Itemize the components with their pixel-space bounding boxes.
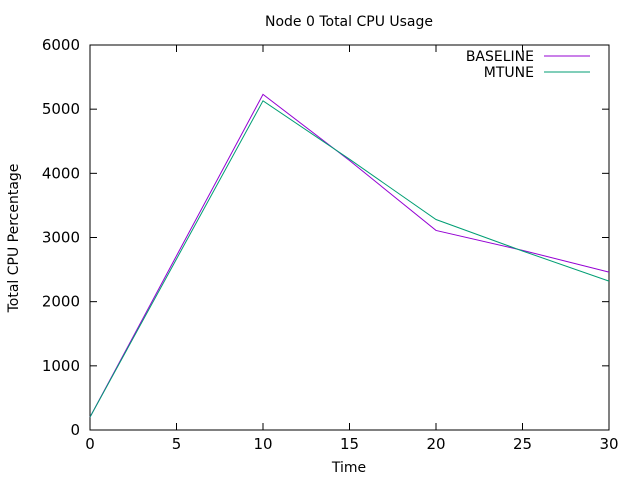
x-tick-label: 0 — [85, 435, 95, 453]
y-tick-label: 6000 — [42, 36, 80, 54]
series-line-mtune — [89, 100, 610, 418]
y-tick-label: 5000 — [42, 100, 80, 118]
plot-area — [89, 44, 610, 431]
legend-label: MTUNE — [484, 65, 534, 81]
y-tick-label: 0 — [70, 421, 80, 439]
x-tick-label: 25 — [513, 435, 532, 453]
y-axis-label: Total CPU Percentage — [6, 164, 22, 314]
x-tick-label: 15 — [340, 435, 359, 453]
x-tick-label: 30 — [599, 435, 618, 453]
axis-ticks: 0 5 10 15 20 25 30 0 1000 2000 3000 4000 5000 6000 — [42, 36, 619, 453]
series-line-baseline — [89, 93, 610, 418]
x-tick-label: 10 — [253, 435, 272, 453]
x-axis-label: Time — [331, 460, 366, 476]
x-tick-label: 20 — [426, 435, 445, 453]
y-tick-label: 3000 — [42, 229, 80, 247]
chart-title: Node 0 Total CPU Usage — [265, 14, 433, 30]
y-tick-label: 4000 — [42, 164, 80, 182]
series-lines — [89, 93, 610, 418]
plot-frame — [89, 44, 610, 431]
x-tick-label: 5 — [172, 435, 182, 453]
legend-label: BASELINE — [466, 49, 534, 65]
y-tick-label: 2000 — [42, 293, 80, 311]
y-tick-label: 1000 — [42, 357, 80, 375]
